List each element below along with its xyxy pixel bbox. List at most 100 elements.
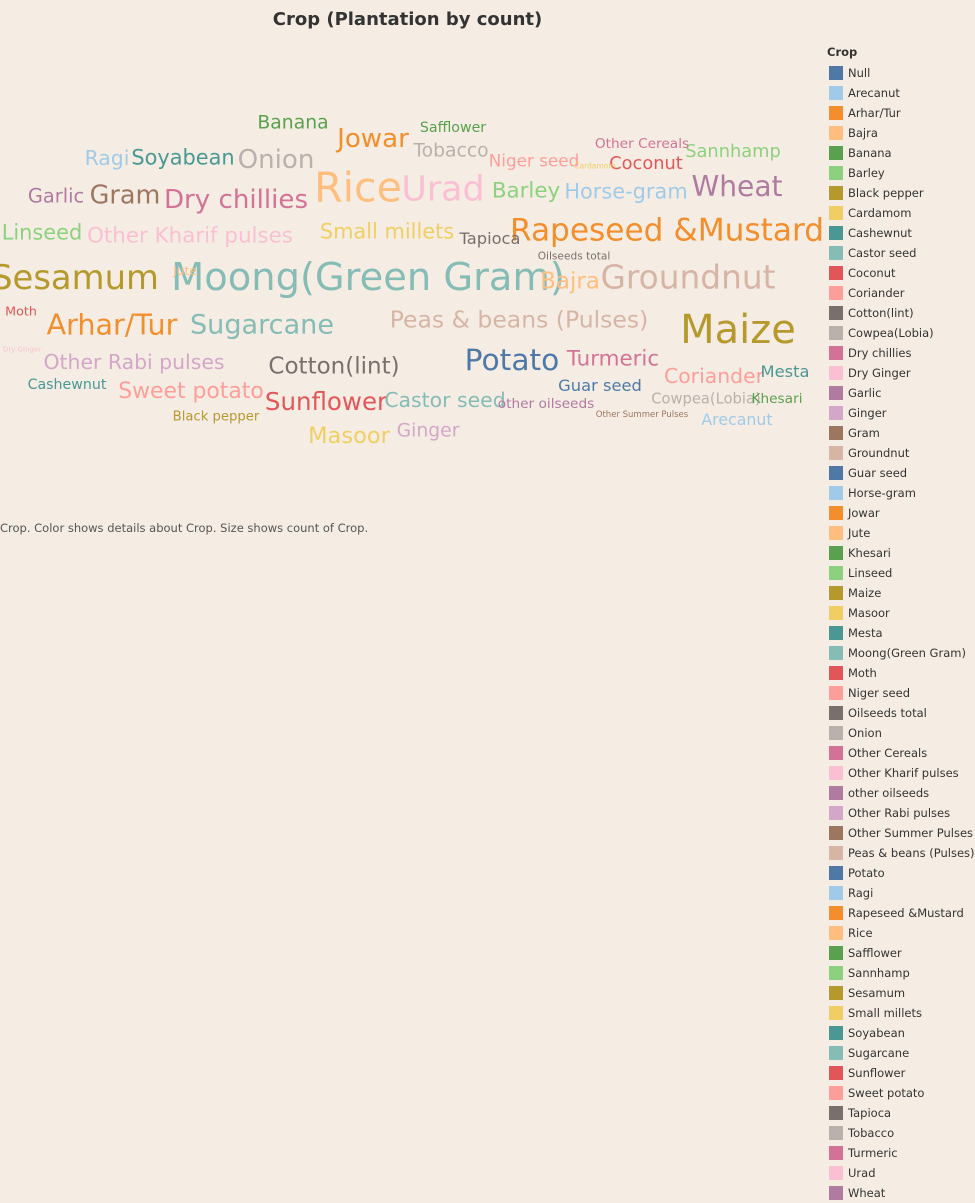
legend-item[interactable]: Rice: [827, 923, 975, 943]
legend-item[interactable]: Rapeseed &Mustard: [827, 903, 975, 923]
word-banana[interactable]: Banana: [257, 112, 329, 134]
legend-item[interactable]: Groundnut: [827, 443, 975, 463]
word-castor-seed[interactable]: Castor seed: [384, 387, 506, 412]
legend-item[interactable]: Linseed: [827, 563, 975, 583]
legend-item[interactable]: Khesari: [827, 543, 975, 563]
word-jowar[interactable]: Jowar: [337, 123, 409, 154]
legend-item[interactable]: Oilseeds total: [827, 703, 975, 723]
word-mesta[interactable]: Mesta: [760, 361, 810, 381]
legend-item[interactable]: Niger seed: [827, 683, 975, 703]
word-maize[interactable]: Maize: [680, 307, 796, 353]
legend-item[interactable]: Other Rabi pulses: [827, 803, 975, 823]
word-small-millets[interactable]: Small millets: [319, 219, 455, 244]
word-niger-seed[interactable]: Niger seed: [488, 150, 580, 171]
legend-item[interactable]: Gram: [827, 423, 975, 443]
legend-item[interactable]: Masoor: [827, 603, 975, 623]
legend-item[interactable]: Jute: [827, 523, 975, 543]
word-peas-beans-pulses[interactable]: Peas & beans (Pulses): [389, 305, 649, 334]
legend-item[interactable]: Other Summer Pulses: [827, 823, 975, 843]
word-khesari[interactable]: Khesari: [751, 391, 803, 408]
word-ginger[interactable]: Ginger: [396, 420, 460, 442]
legend-item[interactable]: Guar seed: [827, 463, 975, 483]
legend-item[interactable]: Small millets: [827, 1003, 975, 1023]
word-bajra[interactable]: Bajra: [540, 268, 600, 295]
legend-item[interactable]: Cotton(lint): [827, 303, 975, 323]
word-masoor[interactable]: Masoor: [308, 422, 390, 449]
legend-item[interactable]: Dry chillies: [827, 343, 975, 363]
word-jute[interactable]: Jute: [173, 263, 197, 278]
word-arhar-tur[interactable]: Arhar/Tur: [46, 307, 178, 342]
legend-item[interactable]: Maize: [827, 583, 975, 603]
legend-item[interactable]: Jowar: [827, 503, 975, 523]
legend-item[interactable]: Arhar/Tur: [827, 103, 975, 123]
legend-item[interactable]: Castor seed: [827, 243, 975, 263]
word-moth[interactable]: Moth: [5, 303, 37, 319]
legend-item[interactable]: Ragi: [827, 883, 975, 903]
legend-item[interactable]: Ginger: [827, 403, 975, 423]
legend-item[interactable]: Other Kharif pulses: [827, 763, 975, 783]
word-safflower[interactable]: Safflower: [419, 119, 487, 136]
legend-item[interactable]: Onion: [827, 723, 975, 743]
word-coconut[interactable]: Coconut: [609, 153, 683, 175]
word-dry-chillies[interactable]: Dry chillies: [163, 184, 309, 215]
word-other-cereals[interactable]: Other Cereals: [594, 136, 690, 153]
word-other-summer-pulses[interactable]: Other Summer Pulses: [595, 409, 689, 420]
word-guar-seed[interactable]: Guar seed: [558, 375, 642, 395]
word-other-oilseeds[interactable]: other oilseeds: [497, 396, 595, 413]
legend-item[interactable]: Cardamom: [827, 203, 975, 223]
word-wheat[interactable]: Wheat: [691, 169, 783, 203]
word-sunflower[interactable]: Sunflower: [264, 386, 388, 416]
word-oilseeds-total[interactable]: Oilseeds total: [537, 250, 611, 263]
word-cardamom[interactable]: Cardamom: [574, 161, 616, 171]
legend-item[interactable]: Sweet potato: [827, 1083, 975, 1103]
legend-item[interactable]: Potato: [827, 863, 975, 883]
legend-item[interactable]: Coconut: [827, 263, 975, 283]
word-ragi[interactable]: Ragi: [84, 145, 130, 170]
word-other-kharif-pulses[interactable]: Other Kharif pulses: [87, 223, 293, 249]
word-barley[interactable]: Barley: [491, 178, 561, 204]
legend-item[interactable]: Banana: [827, 143, 975, 163]
word-urad[interactable]: Urad: [401, 169, 485, 210]
word-coriander[interactable]: Coriander: [663, 363, 765, 388]
legend-item[interactable]: Tapioca: [827, 1103, 975, 1123]
legend-item[interactable]: Coriander: [827, 283, 975, 303]
word-gram[interactable]: Gram: [89, 180, 161, 211]
legend-item[interactable]: Horse-gram: [827, 483, 975, 503]
legend-item[interactable]: Wheat: [827, 1183, 975, 1203]
legend-item[interactable]: Mesta: [827, 623, 975, 643]
word-potato[interactable]: Potato: [464, 343, 560, 379]
legend-item[interactable]: Black pepper: [827, 183, 975, 203]
word-other-rabi-pulses[interactable]: Other Rabi pulses: [43, 349, 225, 374]
word-cowpea-lobia[interactable]: Cowpea(Lobia): [651, 390, 761, 408]
word-moong-green-gram[interactable]: Moong(Green Gram): [171, 254, 565, 300]
word-tobacco[interactable]: Tobacco: [413, 140, 489, 162]
word-black-pepper[interactable]: Black pepper: [172, 409, 260, 425]
legend-item[interactable]: Cashewnut: [827, 223, 975, 243]
word-sweet-potato[interactable]: Sweet potato: [118, 379, 264, 405]
legend-item[interactable]: Soyabean: [827, 1023, 975, 1043]
word-sannhamp[interactable]: Sannhamp: [685, 141, 781, 163]
word-arecanut[interactable]: Arecanut: [701, 410, 773, 430]
word-onion[interactable]: Onion: [237, 144, 315, 175]
legend-item[interactable]: Sannhamp: [827, 963, 975, 983]
legend-item[interactable]: Sunflower: [827, 1063, 975, 1083]
legend-item[interactable]: Bajra: [827, 123, 975, 143]
legend-item[interactable]: Moth: [827, 663, 975, 683]
word-rice[interactable]: Rice: [314, 163, 402, 212]
legend-item[interactable]: Other Cereals: [827, 743, 975, 763]
legend-item[interactable]: Cowpea(Lobia): [827, 323, 975, 343]
word-sugarcane[interactable]: Sugarcane: [189, 309, 335, 341]
word-sesamum[interactable]: Sesamum: [0, 258, 159, 298]
legend-item[interactable]: Dry Ginger: [827, 363, 975, 383]
word-horse-gram[interactable]: Horse-gram: [564, 179, 688, 204]
legend-item[interactable]: Tobacco: [827, 1123, 975, 1143]
legend-item[interactable]: Urad: [827, 1163, 975, 1183]
word-soyabean[interactable]: Soyabean: [131, 145, 235, 170]
legend-item[interactable]: other oilseeds: [827, 783, 975, 803]
legend-item[interactable]: Null: [827, 63, 975, 83]
word-rapeseed-mustard[interactable]: Rapeseed &Mustard: [509, 212, 825, 249]
legend-item[interactable]: Sesamum: [827, 983, 975, 1003]
legend-item[interactable]: Sugarcane: [827, 1043, 975, 1063]
word-cashewnut[interactable]: Cashewnut: [27, 376, 107, 393]
word-groundnut[interactable]: Groundnut: [600, 258, 776, 297]
